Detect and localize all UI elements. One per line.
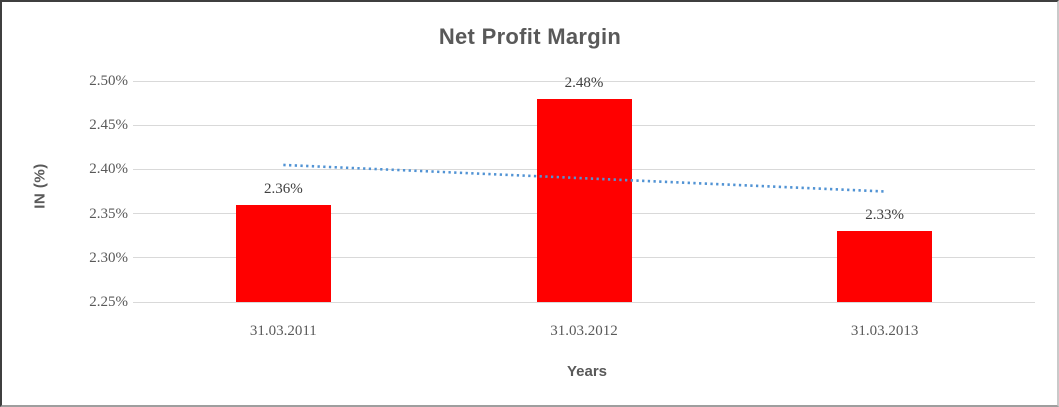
y-tick-label: 2.40%: [89, 161, 128, 178]
x-axis-title: Years: [566, 363, 608, 380]
bar-data-label: 2.36%: [263, 180, 303, 197]
bar: [837, 231, 933, 302]
y-tick-label: 2.30%: [89, 249, 128, 266]
trendline: [283, 163, 885, 193]
bar-data-label: 2.33%: [865, 207, 905, 224]
x-tick-label: 31.03.2012: [550, 323, 618, 339]
y-tick-label: 2.25%: [89, 294, 128, 310]
bar: [536, 98, 632, 302]
bar: [235, 204, 331, 302]
y-tick-label: 2.50%: [89, 73, 128, 89]
x-tick-label: 31.03.2013: [850, 323, 919, 339]
y-tick-label: 2.45%: [89, 117, 128, 134]
gridline: [133, 80, 1035, 82]
y-tick-label: 2.35%: [89, 205, 128, 222]
gridline: [133, 301, 1035, 303]
bar-data-label: 2.48%: [564, 74, 604, 91]
x-tick-label: 31.03.2011: [249, 323, 317, 339]
chart-title: Net Profit Margin: [438, 24, 622, 49]
plot-area: 2.36% 2.48% 2.33%: [133, 75, 1035, 303]
